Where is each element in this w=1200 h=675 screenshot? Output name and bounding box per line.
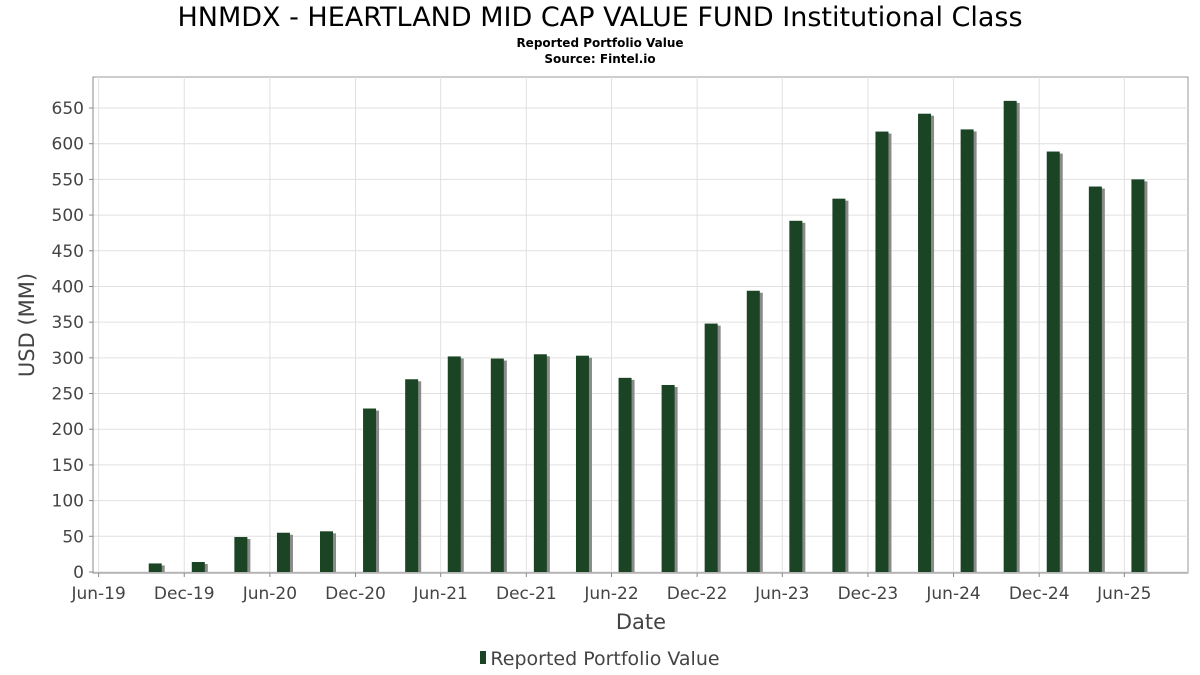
x-tick-label: Dec-22	[667, 584, 728, 604]
bar	[746, 290, 760, 572]
bar	[1131, 179, 1145, 572]
x-tick-label: Dec-21	[496, 584, 557, 604]
x-tick-label: Jun-24	[925, 584, 980, 604]
y-tick-label: 100	[52, 492, 84, 512]
y-tick-label: 250	[52, 385, 84, 405]
y-tick-label: 350	[52, 313, 84, 333]
y-tick-label: 300	[52, 349, 84, 369]
y-tick-label: 600	[52, 135, 84, 155]
legend-label: Reported Portfolio Value	[490, 648, 720, 670]
legend-swatch	[480, 651, 487, 664]
x-tick-label: Jun-21	[413, 584, 468, 604]
bar	[191, 562, 205, 572]
bar	[320, 531, 334, 572]
bar	[490, 358, 504, 572]
x-tick-label: Jun-23	[754, 584, 809, 604]
bar	[1046, 151, 1060, 572]
plot-background	[92, 76, 1189, 574]
bar	[789, 220, 803, 572]
x-tick-label: Jun-22	[583, 584, 638, 604]
y-tick-label: 50	[62, 527, 84, 547]
bar	[661, 384, 675, 572]
x-tick-label: Jun-25	[1096, 584, 1151, 604]
bar	[918, 113, 932, 573]
bar	[533, 354, 547, 572]
chart-title: HNMDX - HEARTLAND MID CAP VALUE FUND Ins…	[177, 2, 1023, 33]
chart-subtitle: Reported Portfolio Value	[516, 36, 684, 50]
y-tick-label: 650	[52, 99, 84, 119]
bar	[447, 356, 461, 572]
x-tick-label: Dec-20	[325, 584, 386, 604]
bar	[960, 129, 974, 572]
x-tick-label: Dec-19	[154, 584, 215, 604]
bars	[148, 100, 1148, 573]
y-tick-label: 500	[52, 206, 84, 226]
bar	[148, 563, 162, 572]
y-tick-label: 150	[52, 456, 84, 476]
bar	[832, 198, 846, 573]
bar	[575, 355, 589, 572]
chart-source: Source: Fintel.io	[544, 52, 656, 66]
x-tick-label: Dec-24	[1009, 584, 1070, 604]
y-tick-label: 0	[73, 563, 84, 583]
bar	[875, 131, 889, 572]
bar	[234, 537, 248, 572]
x-tick-label: Jun-19	[70, 584, 125, 604]
bar	[405, 379, 419, 572]
bar	[1003, 100, 1017, 572]
y-axis-label: USD (MM)	[15, 273, 39, 377]
y-tick-label: 450	[52, 242, 84, 262]
bar	[363, 408, 377, 572]
x-axis-label: Date	[616, 610, 666, 634]
bar	[618, 377, 632, 572]
y-tick-label: 550	[52, 170, 84, 190]
x-tick-label: Jun-20	[242, 584, 297, 604]
bar	[1088, 186, 1102, 572]
legend: Reported Portfolio Value	[0, 648, 1200, 670]
x-tick-label: Dec-23	[838, 584, 899, 604]
axes: 0 50 100 150 200 250 300 350 400 450 500 550 600 650 J…	[52, 77, 1188, 604]
bar	[704, 323, 718, 572]
y-tick-label: 400	[52, 277, 84, 297]
bar	[276, 532, 290, 572]
y-tick-label: 200	[52, 420, 84, 440]
